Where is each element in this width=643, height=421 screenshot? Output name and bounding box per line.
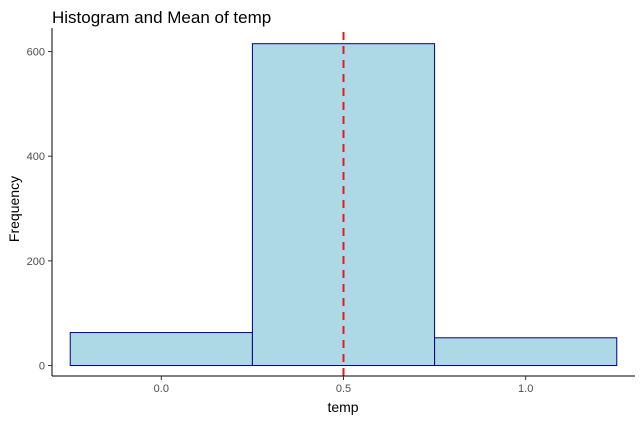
y-tick-label-3: 600 [27,47,45,59]
y-tick-label-1: 200 [27,256,45,268]
x-tick-label-0: 0.0 [154,383,169,395]
x-tick-label-2: 1.0 [518,383,533,395]
chart-title: Histogram and Mean of temp [52,8,271,27]
histogram-bar-0 [69,332,253,367]
y-tick-label-2: 400 [27,151,45,163]
x-tick-label-1: 0.5 [336,383,351,395]
x-ticks: 0.0 0.5 1.0 [154,376,533,395]
y-ticks: 0 200 400 600 [27,47,52,373]
x-axis-title: temp [327,399,358,415]
y-axis-title: Frequency [6,176,22,242]
y-tick-label-0: 0 [39,361,45,373]
histogram-bar-2 [434,337,618,367]
